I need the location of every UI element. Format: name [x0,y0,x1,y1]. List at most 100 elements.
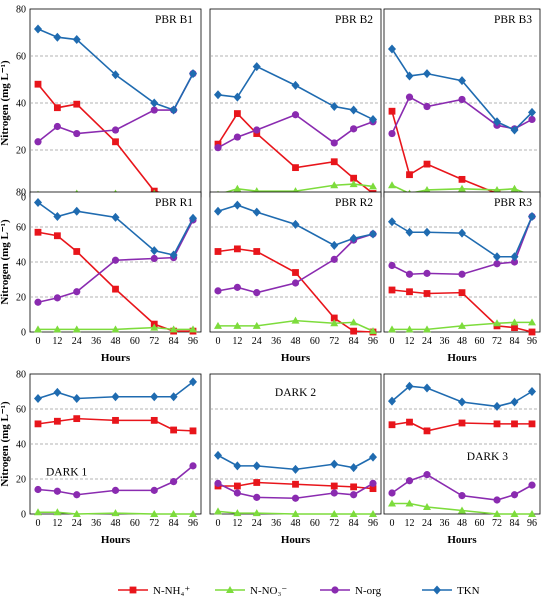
data-point [111,70,120,80]
series-no3 [388,499,536,517]
series-no3 [388,318,536,333]
data-point [34,298,42,306]
x-tick-label: 96 [527,518,537,529]
legend-swatch-marker [331,586,339,594]
x-tick-label: 36 [440,518,450,529]
data-point [510,184,519,192]
y-tick-label: 60 [16,52,26,63]
data-point [214,248,222,255]
data-point [330,482,338,490]
data-point [493,420,501,428]
data-point [423,160,431,168]
data-point [528,115,536,124]
data-point [253,126,261,134]
series-nh4 [388,418,536,435]
data-point [34,80,42,88]
x-tick-label: 12 [232,336,242,347]
series-norg [34,462,197,499]
x-tick-label: 36 [91,336,101,347]
legend-item-norg: N-org [320,585,382,597]
data-point [458,321,466,329]
data-point [423,69,431,79]
data-point [493,401,501,411]
panel-pbr-r1: 0 20 40 60 80 Nitrogen (mg L⁻¹) 0 12 24 36 48 60 72 8… [0,188,202,364]
data-point [252,321,261,329]
data-point [510,252,519,262]
data-point [150,254,158,263]
x-tick-label: 12 [405,518,415,529]
data-point [34,325,42,333]
x-tick-label: 60 [310,518,320,529]
data-point [369,479,377,487]
data-point [111,509,120,517]
data-point [189,213,197,223]
panel-dark-1: 0 20 40 60 80 Nitrogen (mg L⁻¹) 0 12 24 36 48 60 72 8… [0,370,202,546]
data-point [458,175,466,183]
data-point [111,486,120,494]
data-point [528,387,536,396]
x-tick-label: 96 [188,336,198,347]
y-tick-label: 20 [16,293,26,304]
data-point [72,35,81,45]
data-point [53,325,62,333]
x-tick-label: 36 [271,518,281,529]
panel-title: PBR B2 [335,14,373,26]
data-point [493,319,501,327]
data-point [406,288,413,296]
data-point [528,212,536,221]
data-point [369,182,377,190]
x-tick-label: 48 [291,518,301,529]
data-point [528,328,536,336]
y-tick-label: 0 [21,510,26,521]
x-tick-label: 84 [510,518,520,529]
data-point [112,285,119,293]
data-point [72,510,81,517]
y-tick-label: 40 [16,258,26,269]
y-tick-label: 80 [16,5,26,16]
data-point [388,499,396,507]
data-point [388,261,396,270]
x-tick-label: 0 [36,518,41,529]
data-point [405,381,414,391]
legend-label: TKN [457,585,480,597]
x-tick-label: 24 [252,336,262,347]
data-point [34,228,42,236]
data-point [252,207,261,217]
series-tkn [388,44,536,135]
data-point [291,494,300,502]
data-point [388,286,396,294]
data-point [189,377,197,387]
data-point [528,420,536,428]
data-point [291,316,300,324]
data-point [111,392,120,402]
data-point [233,184,242,192]
y-tick-label: 60 [16,223,26,234]
x-tick-label: 84 [349,336,359,347]
data-point [72,206,81,216]
data-point [291,111,300,119]
x-axis-label: Hours [447,534,477,546]
x-tick-label: 96 [368,518,378,529]
legend-item-tkn: TKN [422,585,480,597]
x-tick-label: 60 [130,518,140,529]
data-point [189,510,197,517]
data-point [458,397,466,407]
x-tick-label: 60 [475,336,485,347]
panel-title: PBR B3 [494,14,532,26]
data-point [291,219,300,229]
data-point [406,171,413,179]
data-point [330,489,338,497]
data-point [214,450,222,460]
data-point [169,392,178,402]
x-tick-label: 60 [310,336,320,347]
data-point [214,144,222,152]
data-point [150,510,159,517]
y-tick-label: 20 [16,146,26,157]
x-tick-label: 12 [52,518,62,529]
data-point [423,383,431,393]
series-tkn [34,198,197,260]
data-point [72,394,81,403]
data-point [493,252,501,262]
series-tkn [388,381,536,411]
x-tick-label: 96 [368,336,378,347]
